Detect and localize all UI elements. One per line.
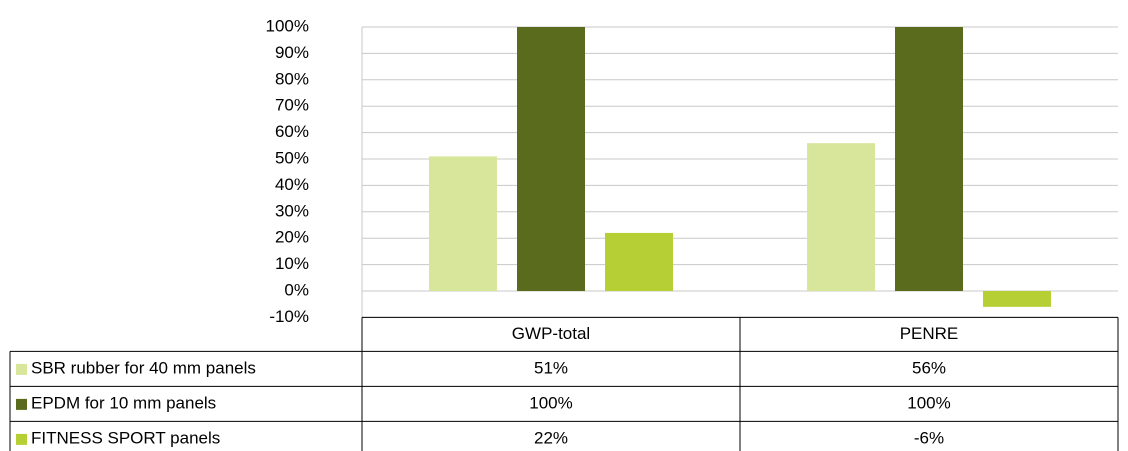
bar (983, 291, 1051, 307)
legend-swatch (16, 433, 27, 445)
bar (605, 232, 673, 291)
table-value: 22% (534, 428, 568, 447)
y-tick-label: 50% (275, 148, 309, 167)
category-label: PENRE (900, 324, 959, 343)
table-value: 51% (534, 358, 568, 377)
legend-label: SBR rubber for 40 mm panels (31, 358, 256, 377)
table-value: 100% (529, 393, 572, 412)
bar (429, 156, 497, 291)
y-tick-label: 70% (275, 96, 309, 115)
legend-swatch (16, 363, 27, 375)
bar (807, 143, 875, 291)
y-tick-label: 40% (275, 175, 309, 194)
y-tick-label: 90% (275, 43, 309, 62)
y-tick-label: 30% (275, 201, 309, 220)
legend-label: FITNESS SPORT panels (31, 428, 220, 447)
table-value: 100% (907, 393, 950, 412)
y-tick-label: 80% (275, 69, 309, 88)
bar (517, 27, 585, 291)
y-tick-label: -10% (269, 307, 309, 326)
category-label: GWP-total (512, 324, 590, 343)
legend-swatch (16, 398, 27, 410)
bar (895, 27, 963, 291)
y-tick-label: 0% (284, 280, 309, 299)
table-value: 56% (912, 358, 946, 377)
y-tick-label: 100% (266, 16, 309, 35)
y-tick-label: 20% (275, 228, 309, 247)
y-tick-label: 10% (275, 254, 309, 273)
legend-label: EPDM for 10 mm panels (31, 393, 216, 412)
table-value: -6% (914, 428, 944, 447)
y-tick-label: 60% (275, 122, 309, 141)
